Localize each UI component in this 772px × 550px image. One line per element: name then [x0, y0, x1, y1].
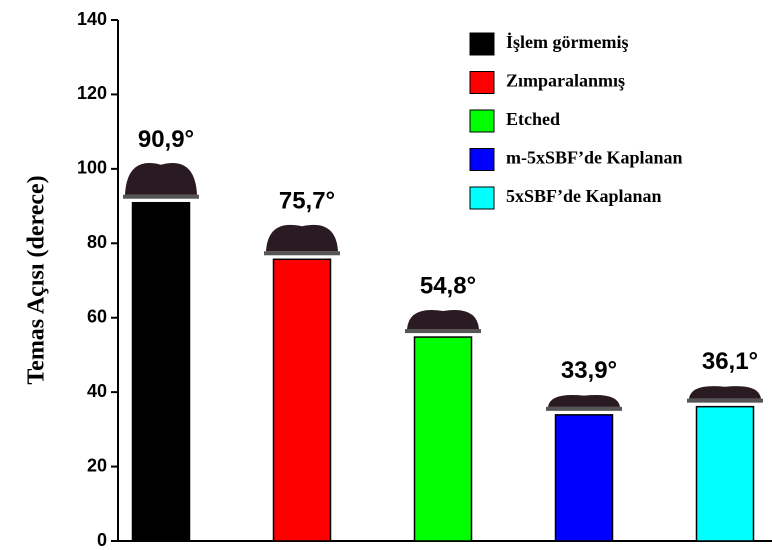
y-tick-label: 60	[87, 306, 107, 326]
legend-swatch	[469, 71, 495, 94]
y-axis-label: Temas Açısı (derece)	[24, 175, 50, 384]
bar	[131, 201, 191, 542]
value-label: 54,8°	[420, 272, 476, 299]
legend-swatch	[469, 109, 495, 133]
y-tick-label: 100	[77, 158, 107, 178]
droplet	[266, 224, 338, 252]
legend-swatch	[469, 148, 495, 171]
y-tick-label: 20	[87, 455, 107, 475]
y-tick-label: 40	[87, 381, 107, 401]
bar	[413, 336, 473, 542]
droplet	[407, 309, 479, 330]
value-label: 36,1°	[702, 348, 758, 375]
value-label: 75,7°	[279, 188, 335, 215]
substrate	[405, 329, 481, 334]
y-tick-label: 140	[77, 9, 107, 29]
y-tick-label: 0	[97, 530, 107, 550]
substrate	[264, 251, 340, 256]
substrate	[123, 194, 199, 199]
bar	[695, 405, 755, 542]
droplet	[548, 395, 620, 407]
y-tick-label: 80	[87, 232, 107, 252]
legend-label: m-5xSBF’de Kaplanan	[506, 148, 683, 168]
droplet	[689, 386, 761, 399]
legend-label: Etched	[506, 109, 560, 129]
legend-label: Zımparalanmış	[506, 71, 625, 91]
bar	[272, 258, 332, 542]
legend-swatch	[469, 186, 495, 210]
y-tick-label: 120	[77, 83, 107, 103]
legend-label: 5xSBF’de Kaplanan	[506, 186, 662, 206]
bar	[554, 414, 614, 542]
substrate	[546, 406, 622, 411]
value-label: 33,9°	[561, 357, 617, 384]
legend-swatch	[469, 32, 495, 56]
legend-label: İşlem görmemiş	[506, 32, 628, 52]
value-label: 90,9°	[138, 126, 194, 153]
substrate	[687, 398, 763, 403]
droplet	[125, 163, 197, 195]
